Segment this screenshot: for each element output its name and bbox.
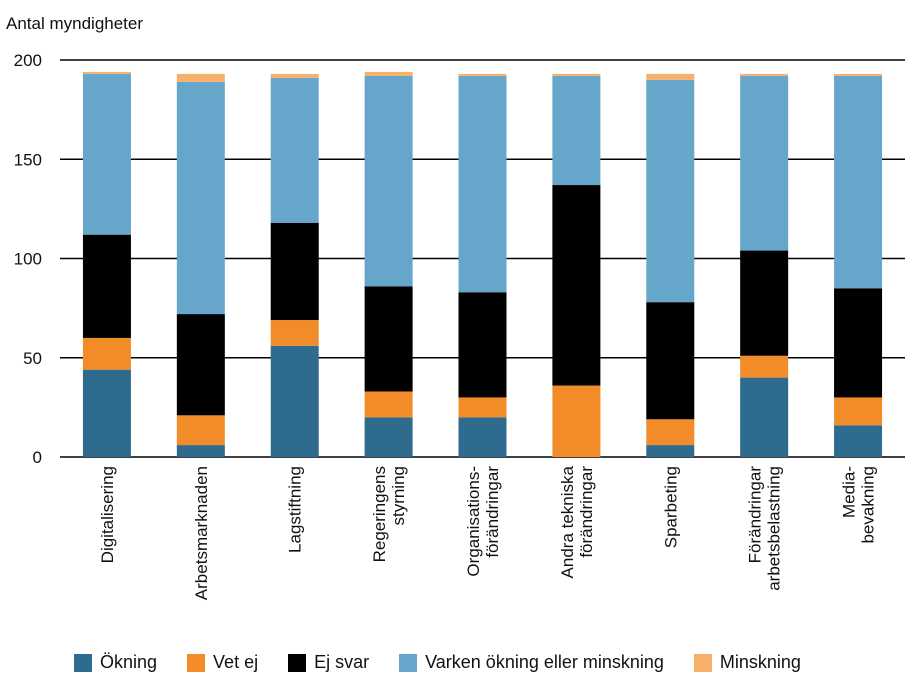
bar-segment bbox=[270, 73, 319, 78]
legend-swatch bbox=[399, 653, 418, 672]
bar-segment bbox=[740, 355, 789, 378]
bar-segment bbox=[740, 377, 789, 457]
x-tick-label: Arbetsmarknaden bbox=[192, 466, 211, 600]
legend-swatch bbox=[693, 653, 712, 672]
x-tick-label: Lagstiftning bbox=[286, 466, 305, 553]
legend-swatch bbox=[288, 653, 307, 672]
bar-segment bbox=[82, 234, 131, 338]
x-tick-label: Förändringar bbox=[746, 466, 765, 564]
x-tick-labels: Digitalisering Arbetsmarknaden Lagstiftnin… bbox=[98, 465, 878, 600]
legend-item: Minskning bbox=[693, 652, 801, 673]
bar-segment bbox=[646, 302, 695, 420]
bar-segment bbox=[364, 391, 413, 418]
x-tick-label: bevakning bbox=[859, 466, 878, 544]
x-tick-label: Andra tekniska bbox=[558, 465, 577, 578]
bar-stack bbox=[552, 73, 601, 457]
legend: Ökning Vet ej Ej svar Varken ökning eller m… bbox=[74, 652, 801, 673]
bar-segment bbox=[740, 75, 789, 251]
bar-segment bbox=[740, 250, 789, 356]
x-tick-label: Media- bbox=[840, 466, 859, 518]
bar-segment bbox=[552, 385, 601, 457]
bar-segment bbox=[270, 320, 319, 346]
y-tick-label: 150 bbox=[14, 150, 42, 169]
bar-segment bbox=[270, 345, 319, 457]
legend-item: Varken ökning eller minskning bbox=[399, 652, 664, 673]
bar-stack bbox=[646, 73, 695, 457]
bar-segment bbox=[834, 425, 883, 457]
bar-stack bbox=[740, 73, 789, 457]
bar-segment bbox=[834, 75, 883, 289]
x-tick-label: förändringar bbox=[577, 466, 596, 558]
bar-segment bbox=[646, 445, 695, 457]
bar-segment bbox=[646, 419, 695, 446]
y-tick-label: 100 bbox=[14, 250, 42, 269]
bar-segment bbox=[364, 75, 413, 287]
bar-segment bbox=[646, 73, 695, 80]
bar-segment bbox=[364, 71, 413, 76]
x-tick-label: arbetsbelastning bbox=[765, 466, 784, 591]
bar-stack bbox=[364, 71, 413, 457]
x-tick-label: Organisations- bbox=[464, 466, 483, 577]
bar-segment bbox=[646, 79, 695, 303]
bar-segment bbox=[82, 71, 131, 74]
y-axis-title: Antal myndigheter bbox=[6, 14, 144, 33]
bar-segment bbox=[82, 369, 131, 457]
bar-segment bbox=[458, 75, 507, 293]
x-tick-label: Digitalisering bbox=[98, 466, 117, 563]
bar-segment bbox=[458, 73, 507, 76]
bar-segment bbox=[552, 75, 601, 186]
bar-segment bbox=[834, 73, 883, 76]
x-tick-label: Regeringens bbox=[370, 466, 389, 562]
legend-label: Minskning bbox=[719, 652, 801, 672]
bar-stack bbox=[458, 73, 507, 457]
bar-stack bbox=[82, 71, 131, 457]
bar-segment bbox=[176, 415, 225, 446]
legend-label: Varken ökning eller minskning bbox=[425, 652, 664, 672]
bar-segment bbox=[82, 337, 131, 370]
bar-segment bbox=[834, 288, 883, 398]
bar-stack bbox=[834, 73, 883, 457]
bar-segment bbox=[270, 222, 319, 321]
bar-segment bbox=[740, 73, 789, 76]
y-tick-label: 200 bbox=[14, 51, 42, 70]
bar-segment bbox=[176, 445, 225, 457]
legend-item: Ökning bbox=[74, 652, 157, 673]
x-tick-label: styrning bbox=[389, 466, 408, 526]
bar-segment bbox=[82, 73, 131, 235]
bar-segment bbox=[458, 292, 507, 398]
y-tick-label: 50 bbox=[23, 349, 42, 368]
legend-item: Ej svar bbox=[288, 652, 369, 673]
bar-segment bbox=[552, 185, 601, 386]
bar-segment bbox=[176, 81, 225, 315]
y-tick-label: 0 bbox=[33, 448, 42, 467]
bar-segment bbox=[176, 73, 225, 82]
bar-segment bbox=[176, 314, 225, 416]
bar-segment bbox=[458, 397, 507, 418]
legend-swatch bbox=[74, 653, 92, 672]
bar-segment bbox=[270, 77, 319, 223]
legend-label: Vet ej bbox=[213, 652, 259, 672]
bar-stacks bbox=[82, 71, 883, 457]
bar-segment bbox=[364, 417, 413, 457]
legend-label: Ökning bbox=[100, 652, 158, 672]
y-tick-labels: 0 50 100 150 200 bbox=[14, 51, 42, 467]
bar-stack bbox=[176, 73, 225, 457]
bar-segment bbox=[834, 397, 883, 426]
bar-segment bbox=[552, 73, 601, 76]
bar-stack bbox=[270, 73, 319, 457]
legend-swatch bbox=[187, 653, 206, 672]
x-tick-label: förändringar bbox=[483, 466, 502, 558]
bar-segment bbox=[364, 286, 413, 392]
legend-label: Ej svar bbox=[314, 652, 370, 672]
legend-item: Vet ej bbox=[187, 652, 258, 673]
bar-segment bbox=[458, 417, 507, 457]
x-tick-label: Sparbeting bbox=[661, 466, 680, 548]
